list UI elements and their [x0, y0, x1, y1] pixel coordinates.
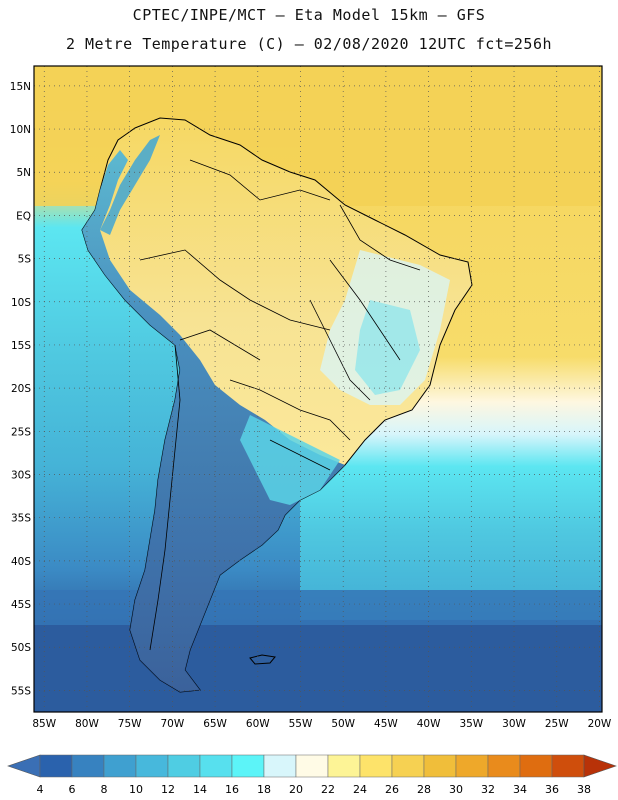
- legend-label: 26: [385, 783, 399, 796]
- legend-color-box: [327, 754, 361, 778]
- lat-tick-label: 30S: [11, 470, 31, 482]
- legend-label: 18: [257, 783, 271, 796]
- lat-tick-label: 55S: [11, 685, 31, 697]
- longitude-labels: 85W 80W 75W 70W 65W 60W 55W 50W 45W 40W 35W 30W 25W 2…: [32, 718, 612, 730]
- legend-label: 34: [513, 783, 527, 796]
- legend-label: 28: [417, 783, 431, 796]
- lat-tick-label: 45S: [11, 599, 31, 611]
- legend-label: 38: [577, 783, 591, 796]
- legend-color-box: [231, 754, 265, 778]
- lon-tick-label: 85W: [32, 718, 56, 730]
- lon-tick-label: 20W: [588, 718, 612, 730]
- legend-label: 8: [101, 783, 108, 796]
- lat-tick-label: 5N: [16, 167, 31, 179]
- lon-tick-label: 80W: [75, 718, 99, 730]
- lon-tick-label: 55W: [289, 718, 313, 730]
- country-borders: [139, 159, 421, 651]
- lon-tick-label: 50W: [331, 718, 355, 730]
- legend-label: 30: [449, 783, 463, 796]
- color-legend: 4 6 8 10 12 14 16 18 20 22 24 26 28 30 32 34 36 38: [7, 754, 617, 796]
- legend-color-box: [199, 754, 233, 778]
- legend-color-box: [391, 754, 425, 778]
- legend-color-box: [295, 754, 329, 778]
- lat-tick-label: 10N: [10, 124, 31, 136]
- legend-label: 14: [193, 783, 207, 796]
- latitude-labels: 15N 10N 5N EQ 5S 10S 15S 20S 25S 30S 35S 40S 45S 50S 5…: [10, 81, 32, 698]
- lat-tick-label: 35S: [11, 513, 31, 525]
- lat-tick-label: 15N: [10, 81, 31, 93]
- lat-tick-label: 20S: [11, 383, 31, 395]
- lon-tick-label: 70W: [160, 718, 184, 730]
- lat-tick-label: 10S: [11, 297, 31, 309]
- legend-color-box: [135, 754, 169, 778]
- legend-color-box: [167, 754, 201, 778]
- lat-tick-label: 25S: [11, 426, 31, 438]
- lon-tick-label: 65W: [203, 718, 227, 730]
- map-frame: [33, 65, 603, 713]
- legend-label: 6: [69, 783, 76, 796]
- legend-label: 24: [353, 783, 367, 796]
- legend-high-arrow: [583, 754, 617, 778]
- lon-tick-label: 30W: [502, 718, 526, 730]
- legend-label: 32: [481, 783, 495, 796]
- lon-tick-label: 60W: [246, 718, 270, 730]
- legend-color-box: [71, 754, 105, 778]
- legend-color-box: [519, 754, 553, 778]
- lon-tick-label: 35W: [459, 718, 483, 730]
- legend-color-box: [103, 754, 137, 778]
- legend-low-arrow: [7, 754, 41, 778]
- legend-label: 22: [321, 783, 335, 796]
- legend-color-box: [39, 754, 73, 778]
- lon-tick-label: 40W: [417, 718, 441, 730]
- lon-tick-label: 25W: [545, 718, 569, 730]
- lat-tick-label: EQ: [16, 210, 31, 222]
- chart-title-line2: 2 Metre Temperature (C) – 02/08/2020 12U…: [65, 35, 553, 53]
- legend-color-box: [551, 754, 585, 778]
- legend-label: 36: [545, 783, 559, 796]
- lon-tick-label: 45W: [374, 718, 398, 730]
- legend-label: 20: [289, 783, 303, 796]
- lat-tick-label: 5S: [18, 254, 32, 266]
- south-america-land: [81, 117, 473, 693]
- lat-tick-label: 50S: [11, 642, 31, 654]
- legend-color-box: [455, 754, 489, 778]
- lat-tick-label: 15S: [11, 340, 31, 352]
- legend-label: 10: [129, 783, 143, 796]
- legend-color-box: [487, 754, 521, 778]
- legend-label: 16: [225, 783, 239, 796]
- lon-tick-label: 75W: [118, 718, 142, 730]
- legend-label: 4: [37, 783, 44, 796]
- legend-label: 12: [161, 783, 175, 796]
- lat-tick-label: 40S: [11, 556, 31, 568]
- legend-color-box: [263, 754, 297, 778]
- chart-title-line1: CPTEC/INPE/MCT – Eta Model 15km – GFS: [132, 6, 486, 24]
- legend-color-box: [359, 754, 393, 778]
- legend-color-box: [423, 754, 457, 778]
